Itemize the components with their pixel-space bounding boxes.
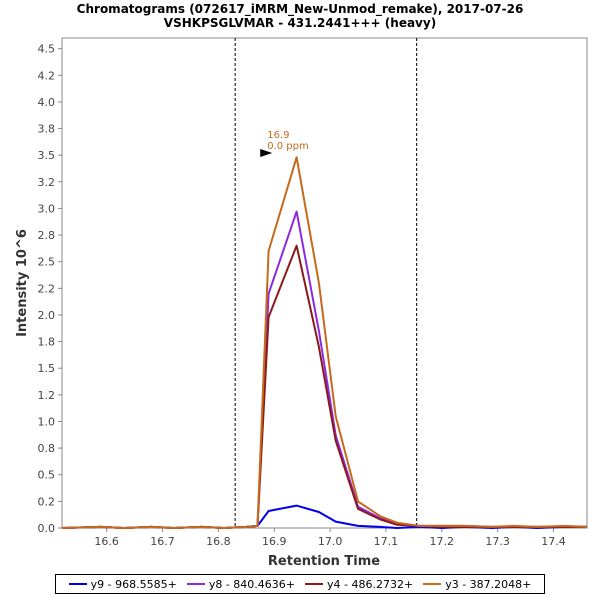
legend-item: y8 - 840.4636+ bbox=[186, 577, 295, 591]
chromatogram-chart: Chromatograms (072617_iMRM_New-Unmod_rem… bbox=[15, 2, 588, 569]
integration-boundaries bbox=[234, 38, 418, 528]
x-tick-label: 16.8 bbox=[206, 535, 231, 548]
y-tick-label: 3.8 bbox=[38, 123, 56, 136]
x-tick-label: 16.6 bbox=[94, 535, 119, 548]
y-tick-label: 1.0 bbox=[38, 415, 56, 428]
x-tick-label: 17.3 bbox=[485, 535, 510, 548]
series-lines bbox=[61, 156, 588, 529]
y-tick-label: 1.5 bbox=[38, 362, 56, 375]
y-tick-label: 4.5 bbox=[38, 43, 56, 56]
peak-rt-label: 16.9 bbox=[267, 130, 289, 141]
x-tick-label: 17.0 bbox=[318, 535, 343, 548]
series-line bbox=[61, 156, 588, 529]
x-tick-label: 17.2 bbox=[430, 535, 455, 548]
legend-swatch bbox=[305, 583, 323, 585]
y-tick-label: 1.2 bbox=[38, 389, 56, 402]
legend-swatch bbox=[186, 583, 205, 585]
y-tick-label: 2.2 bbox=[38, 282, 56, 295]
legend-label: y3 - 387.2048+ bbox=[445, 577, 532, 591]
y-tick-label: 2.8 bbox=[38, 229, 56, 242]
peak-annotation: 16.9 0.0 ppm bbox=[260, 130, 309, 158]
y-tick-label: 2.5 bbox=[38, 256, 56, 269]
legend-item: y4 - 486.2732+ bbox=[305, 578, 413, 591]
x-axis-ticks: 16.6 16.7 16.8 16.9 17.0 17.1 17.2 17.3 17.4 bbox=[94, 528, 566, 548]
y-tick-label: 2.0 bbox=[38, 309, 56, 322]
x-tick-label: 16.7 bbox=[150, 535, 175, 548]
x-tick-label: 17.1 bbox=[374, 535, 399, 548]
x-tick-label: 17.4 bbox=[541, 535, 566, 548]
y-tick-label: 0.8 bbox=[38, 442, 56, 455]
chart-subtitle: VSHKPSGLVMAR - 431.2441+++ (heavy) bbox=[164, 16, 436, 30]
y-tick-label: 4.0 bbox=[38, 96, 56, 109]
y-tick-label: 1.8 bbox=[38, 336, 56, 349]
legend-label: y8 - 840.4636+ bbox=[208, 577, 295, 591]
y-tick-label: 3.2 bbox=[38, 176, 56, 189]
y-axis-ticks: 0.0 0.2 0.5 0.8 1.0 1.2 1.5 1.8 2.0 2.2 2.5 2.8 3.0 3… bbox=[38, 43, 62, 535]
legend-item: y9 - 968.5585+ bbox=[68, 577, 177, 591]
y-axis-label: Intensity 10^6 bbox=[15, 229, 30, 337]
peak-arrow-icon bbox=[260, 149, 273, 158]
legend-swatch bbox=[68, 583, 87, 585]
x-tick-label: 16.9 bbox=[262, 535, 287, 548]
x-axis-label: Retention Time bbox=[268, 554, 380, 569]
y-tick-label: 0.5 bbox=[38, 469, 56, 482]
y-tick-label: 3.5 bbox=[38, 149, 56, 162]
y-tick-label: 4.2 bbox=[38, 69, 56, 82]
legend-item: y3 - 387.2048+ bbox=[423, 578, 531, 591]
peak-ppm-label: 0.0 ppm bbox=[267, 141, 309, 152]
legend-label: y4 - 486.2732+ bbox=[327, 577, 414, 591]
chart-title: Chromatograms (072617_iMRM_New-Unmod_rem… bbox=[77, 2, 524, 17]
plot-area bbox=[61, 37, 588, 529]
legend-swatch bbox=[423, 583, 442, 585]
chart-legend: y9 - 968.5585+ y8 - 840.4636+ y4 - 486.273… bbox=[55, 574, 545, 594]
legend-label: y9 - 968.5585+ bbox=[90, 577, 177, 591]
y-tick-label: 0.0 bbox=[38, 522, 56, 535]
y-tick-label: 3.0 bbox=[38, 202, 56, 215]
y-tick-label: 0.2 bbox=[38, 495, 56, 508]
